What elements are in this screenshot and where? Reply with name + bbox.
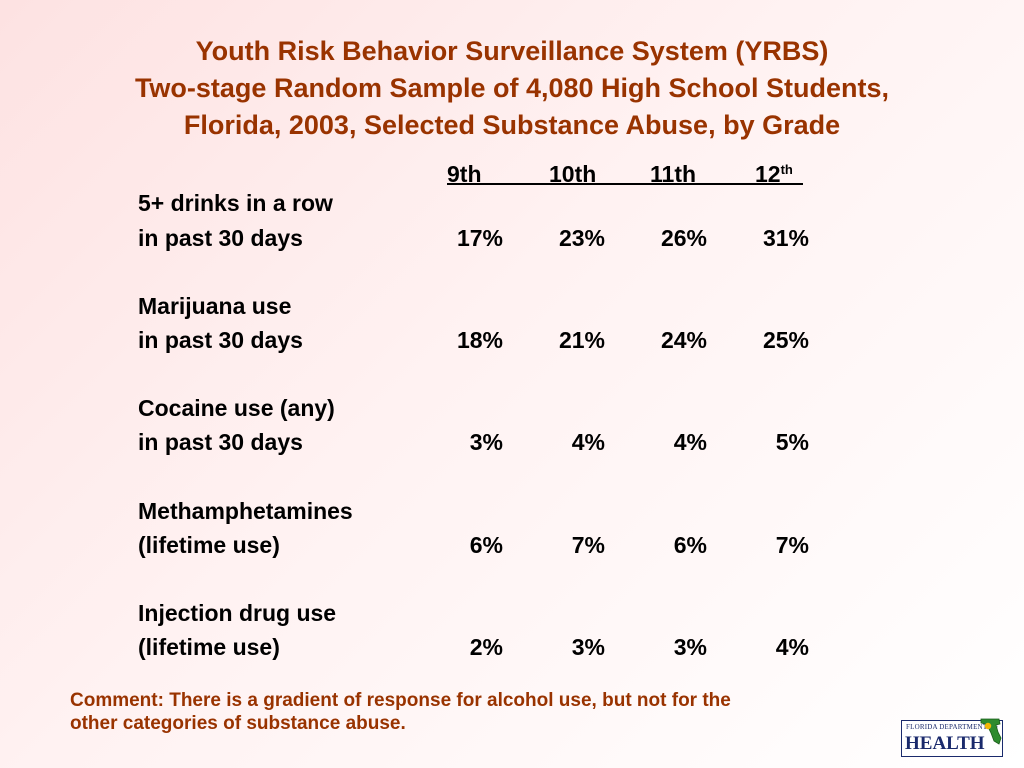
cell-marijuana-9th: 18%: [456, 327, 503, 353]
cell-injection-9th: 2%: [469, 634, 503, 660]
comment-line-1: Comment: There is a gradient of response…: [70, 690, 731, 711]
cell-injection-11th: 3%: [673, 634, 707, 660]
row-sublabel-injection: (lifetime use): [138, 634, 280, 660]
florida-health-logo: FLORIDA DEPARTMENT OF HEALTH: [901, 716, 1005, 758]
comment-text: Comment: There is a gradient of response…: [70, 689, 890, 735]
cell-injection-12th: 4%: [775, 634, 809, 660]
row-label-marijuana: Marijuana use: [138, 293, 292, 319]
title-line-1: Youth Risk Behavior Surveillance System …: [195, 36, 829, 66]
cell-marijuana-11th: 24%: [660, 327, 707, 353]
cell-meth-9th: 6%: [469, 532, 503, 558]
cell-meth-12th: 7%: [775, 532, 809, 558]
row-label-cocaine: Cocaine use (any): [138, 395, 335, 421]
row-label-methamphetamines: Methamphetamines: [138, 498, 353, 524]
cell-cocaine-10th: 4%: [571, 429, 605, 455]
cell-marijuana-10th: 21%: [558, 327, 605, 353]
header-9th: 9th: [447, 155, 548, 187]
row-sublabel-drinks: in past 30 days: [138, 225, 303, 251]
cell-cocaine-11th: 4%: [673, 429, 707, 455]
cell-drinks-11th: 26%: [660, 225, 707, 251]
header-12th: 12th: [755, 155, 803, 187]
cell-drinks-12th: 31%: [762, 225, 809, 251]
slide-title: Youth Risk Behavior Surveillance System …: [0, 33, 1024, 144]
header-11th: 11th: [650, 155, 755, 187]
cell-drinks-10th: 23%: [558, 225, 605, 251]
florida-state-icon: [980, 718, 1002, 745]
title-line-3: Florida, 2003, Selected Substance Abuse,…: [183, 110, 841, 140]
logo-department-text: FLORIDA DEPARTMENT OF: [906, 723, 999, 731]
row-label-injection: Injection drug use: [138, 600, 337, 626]
row-label-drinks: 5+ drinks in a row: [138, 190, 333, 216]
cell-marijuana-12th: 25%: [762, 327, 809, 353]
cell-cocaine-9th: 3%: [469, 429, 503, 455]
row-sublabel-cocaine: in past 30 days: [138, 429, 303, 455]
row-sublabel-methamphetamines: (lifetime use): [138, 532, 280, 558]
cell-meth-10th: 7%: [571, 532, 605, 558]
cell-drinks-9th: 17%: [456, 225, 503, 251]
cell-injection-10th: 3%: [571, 634, 605, 660]
comment-line-2: other categories of substance abuse.: [70, 713, 406, 734]
cell-cocaine-12th: 5%: [775, 429, 809, 455]
logo-health-text: HEALTH: [905, 733, 985, 754]
row-sublabel-marijuana: in past 30 days: [138, 327, 303, 353]
cell-meth-11th: 6%: [673, 532, 707, 558]
header-10th: 10th: [548, 155, 650, 187]
title-line-2: Two-stage Random Sample of 4,080 High Sc…: [134, 73, 890, 103]
